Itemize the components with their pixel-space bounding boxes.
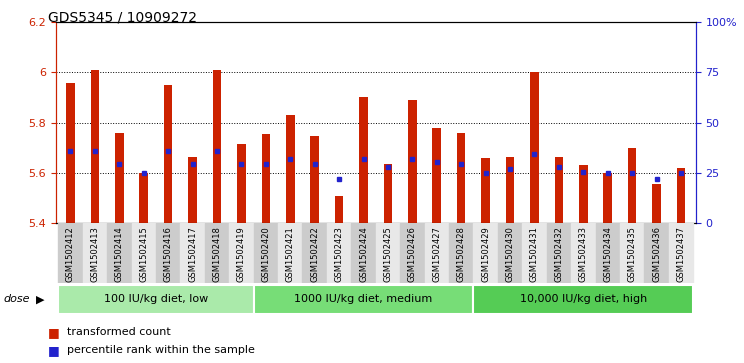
Bar (278, 223, 303, 283)
Bar (115, 132, 124, 223)
Bar (473, 285, 693, 314)
Bar (156, 223, 180, 283)
Bar (425, 223, 449, 283)
Bar (595, 223, 620, 283)
Bar (139, 173, 148, 223)
Text: GSM1502426: GSM1502426 (408, 226, 417, 282)
Bar (205, 223, 229, 283)
Text: 1000 IU/kg diet, medium: 1000 IU/kg diet, medium (295, 294, 432, 305)
Bar (351, 223, 376, 283)
Bar (229, 223, 254, 283)
Bar (530, 72, 539, 223)
Text: GSM1502431: GSM1502431 (530, 226, 539, 282)
Text: GSM1502436: GSM1502436 (652, 226, 661, 282)
Text: 10,000 IU/kg diet, high: 10,000 IU/kg diet, high (519, 294, 647, 305)
Bar (603, 173, 612, 223)
Text: GSM1502434: GSM1502434 (603, 226, 612, 282)
Bar (408, 100, 417, 223)
Text: GDS5345 / 10909272: GDS5345 / 10909272 (48, 11, 197, 25)
Text: GSM1502427: GSM1502427 (432, 226, 441, 282)
Text: GSM1502433: GSM1502433 (579, 226, 588, 282)
Bar (310, 136, 319, 223)
Bar (506, 156, 514, 223)
Text: GSM1502432: GSM1502432 (554, 226, 563, 282)
Bar (522, 223, 547, 283)
Bar (66, 83, 74, 223)
Text: transformed count: transformed count (67, 327, 170, 337)
Bar (107, 223, 132, 283)
Bar (384, 164, 392, 223)
Bar (579, 165, 588, 223)
Text: GSM1502425: GSM1502425 (383, 226, 392, 282)
Bar (547, 223, 571, 283)
Text: GSM1502435: GSM1502435 (628, 226, 637, 282)
Text: GSM1502417: GSM1502417 (188, 226, 197, 282)
Text: GSM1502424: GSM1502424 (359, 226, 368, 282)
Text: GSM1502419: GSM1502419 (237, 226, 246, 282)
Bar (376, 223, 400, 283)
Bar (400, 223, 425, 283)
Bar (571, 223, 595, 283)
Bar (58, 285, 254, 314)
Bar (669, 223, 693, 283)
Text: ■: ■ (48, 326, 60, 339)
Bar (164, 85, 173, 223)
Bar (359, 97, 368, 223)
Bar (262, 134, 270, 223)
Text: GSM1502420: GSM1502420 (261, 226, 270, 282)
Bar (188, 156, 197, 223)
Text: GSM1502413: GSM1502413 (90, 226, 100, 282)
Text: GSM1502414: GSM1502414 (115, 226, 124, 282)
Bar (237, 144, 246, 223)
Text: GSM1502437: GSM1502437 (676, 226, 685, 282)
Bar (677, 168, 685, 223)
Text: percentile rank within the sample: percentile rank within the sample (67, 345, 255, 355)
Bar (473, 223, 498, 283)
Text: GSM1502428: GSM1502428 (457, 226, 466, 282)
Bar (457, 132, 466, 223)
Text: GSM1502429: GSM1502429 (481, 226, 490, 282)
Bar (91, 70, 99, 223)
Bar (303, 223, 327, 283)
Text: GSM1502423: GSM1502423 (335, 226, 344, 282)
Bar (620, 223, 644, 283)
Bar (628, 148, 636, 223)
Bar (652, 184, 661, 223)
Text: GSM1502422: GSM1502422 (310, 226, 319, 282)
Bar (449, 223, 473, 283)
Bar (132, 223, 156, 283)
Text: GSM1502412: GSM1502412 (66, 226, 75, 282)
Bar (327, 223, 351, 283)
Text: ■: ■ (48, 344, 60, 357)
Text: dose: dose (4, 294, 31, 305)
Bar (213, 70, 221, 223)
Bar (254, 223, 278, 283)
Bar (498, 223, 522, 283)
Bar (335, 196, 344, 223)
Bar (554, 156, 563, 223)
Bar (58, 223, 83, 283)
Text: ▶: ▶ (36, 294, 44, 305)
Bar (644, 223, 669, 283)
Bar (286, 115, 295, 223)
Text: GSM1502430: GSM1502430 (505, 226, 515, 282)
Text: GSM1502415: GSM1502415 (139, 226, 148, 282)
Bar (432, 127, 441, 223)
Text: GSM1502421: GSM1502421 (286, 226, 295, 282)
Bar (481, 158, 490, 223)
Text: GSM1502416: GSM1502416 (164, 226, 173, 282)
Text: GSM1502418: GSM1502418 (213, 226, 222, 282)
Bar (254, 285, 473, 314)
Bar (180, 223, 205, 283)
Bar (83, 223, 107, 283)
Text: 100 IU/kg diet, low: 100 IU/kg diet, low (104, 294, 208, 305)
